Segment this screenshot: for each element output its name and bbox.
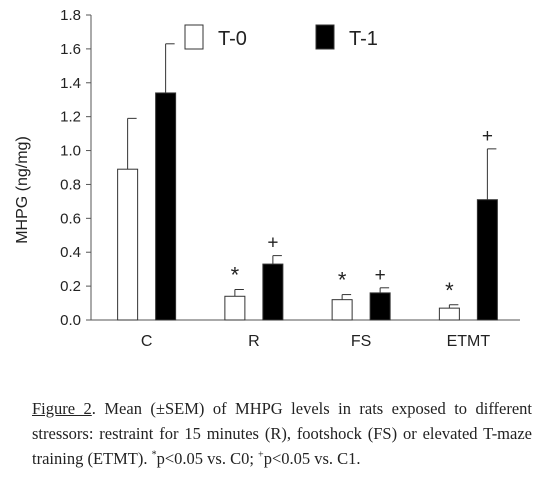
legend-swatch-t-1 [315, 24, 335, 50]
sig-star-symbol: * [151, 449, 157, 461]
x-tick-labels: C R FS ETMT [141, 333, 491, 350]
legend-label-t-0: T-0 [218, 28, 247, 50]
sig-plus-note: p<0.05 vs. C1. [263, 449, 361, 468]
bar-chart: 0.0 0.2 0.4 0.6 0.8 1.0 1.2 1.4 1.6 1.8 * + * + * + C R… [14, 7, 520, 350]
x-tick-label: FS [351, 333, 371, 350]
legend-label-t-1: T-1 [349, 28, 378, 50]
bar-t-0-r [224, 295, 246, 321]
bars: * + * + * + [117, 43, 498, 321]
bar-t-1-fs [369, 292, 391, 321]
legend-swatch-t-0 [184, 24, 204, 50]
bar-t-1-c [155, 92, 177, 321]
sig-star-note: p<0.05 vs. C0; [156, 449, 259, 468]
y-ticks: 0.0 0.2 0.4 0.6 0.8 1.0 1.2 1.4 1.6 1.8 [60, 7, 91, 329]
y-tick-label: 1.4 [60, 75, 81, 92]
significance-mark: * [338, 268, 347, 293]
significance-mark: * [231, 263, 240, 288]
bar-t-1-etmt [476, 199, 498, 321]
y-tick-label: 1.0 [60, 143, 81, 160]
figure-label: Figure 2 [32, 399, 92, 418]
y-tick-label: 0.8 [60, 176, 81, 193]
y-tick-label: 1.6 [60, 41, 81, 58]
bar-t-0-fs [331, 299, 353, 321]
significance-mark: + [267, 233, 278, 254]
bar-t-0-etmt [438, 307, 460, 321]
y-tick-label: 0.6 [60, 210, 81, 227]
legend: T-0 T-1 [184, 24, 378, 50]
y-tick-label: 1.8 [60, 7, 81, 24]
significance-mark: + [482, 126, 493, 147]
y-tick-label: 0.2 [60, 278, 81, 295]
x-tick-label: C [141, 333, 153, 350]
x-tick-label: ETMT [447, 333, 491, 350]
significance-mark: * [445, 278, 454, 303]
y-tick-label: 0.0 [60, 312, 81, 329]
significance-mark: + [375, 265, 386, 286]
bar-t-0-c [117, 168, 139, 321]
bar-t-1-r [262, 263, 284, 321]
y-axis-label: MHPG (ng/mg) [14, 136, 31, 244]
y-tick-label: 0.4 [60, 244, 81, 261]
figure-caption: Figure 2. Mean (±SEM) of MHPG levels in … [32, 396, 532, 471]
y-tick-label: 1.2 [60, 109, 81, 126]
x-tick-label: R [248, 333, 260, 350]
caption-text: . Mean (±SEM) of MHPG levels in rats exp… [32, 399, 532, 468]
sig-plus-symbol: + [258, 449, 264, 461]
